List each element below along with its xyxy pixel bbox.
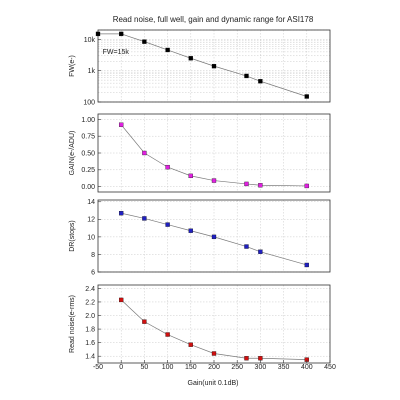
- data-point: [142, 216, 147, 221]
- data-point: [258, 79, 263, 84]
- y-tick-label: 2.4: [85, 286, 95, 293]
- data-point: [142, 150, 147, 156]
- data-point: [211, 63, 217, 69]
- annotation-label: FW=15k: [103, 49, 130, 56]
- data-point: [95, 31, 101, 37]
- series-line: [120, 124, 307, 187]
- series-line: [120, 299, 307, 360]
- data-point: [188, 173, 193, 179]
- panel-frame: [97, 29, 331, 103]
- data-point: [119, 211, 124, 216]
- y-tick-label: 1k: [88, 68, 96, 75]
- data-point: [142, 319, 147, 324]
- data-point: [304, 94, 309, 99]
- x-tick-label: 300: [255, 364, 267, 371]
- data-point: [119, 122, 124, 127]
- data-point: [244, 73, 249, 79]
- data-point: [119, 297, 124, 303]
- y-tick-label: 1.6: [85, 340, 95, 347]
- x-tick-label: 400: [301, 364, 313, 371]
- data-point: [211, 234, 217, 240]
- data-point: [165, 332, 170, 337]
- y-tick-label: 1.4: [85, 354, 95, 361]
- series-line: [121, 212, 307, 266]
- data-point: [165, 222, 170, 227]
- y-tick-label: 2.0: [85, 313, 95, 320]
- data-point: [244, 181, 249, 187]
- y-tick-label: 0.25: [81, 167, 95, 174]
- data-point: [188, 56, 193, 61]
- y-axis-label: Read noise(e-rms): [69, 295, 76, 353]
- y-tick-label: 2.2: [85, 299, 95, 306]
- data-point: [142, 39, 147, 44]
- y-axis-label: DR(stops): [69, 220, 76, 252]
- data-point: [258, 183, 263, 188]
- y-axis-label: FW(e-): [69, 55, 76, 77]
- data-point: [165, 164, 170, 170]
- x-axis-label: Gain(unit 0.1dB): [188, 380, 239, 387]
- panel-frame: [97, 113, 331, 193]
- x-tick-label: 350: [278, 364, 290, 371]
- data-point: [244, 356, 249, 361]
- y-axis-label: GAIN(e-/ADU): [69, 131, 76, 176]
- data-point: [188, 342, 193, 347]
- data-point: [211, 351, 217, 356]
- y-tick-label: 1.8: [85, 326, 95, 333]
- data-point: [304, 262, 309, 268]
- x-tick-label: 150: [185, 364, 197, 371]
- data-point: [188, 228, 193, 233]
- data-point: [119, 31, 124, 37]
- y-tick-label: 100: [83, 99, 95, 106]
- x-tick-label: 450: [324, 364, 336, 371]
- y-tick-label: 8: [91, 252, 95, 259]
- data-point: [258, 356, 263, 361]
- data-point: [165, 47, 170, 53]
- chart-title: Read noise, full well, gain and dynamic …: [113, 15, 314, 24]
- data-point: [258, 249, 263, 254]
- panel-frame: [97, 199, 331, 273]
- y-tick-label: 12: [87, 217, 95, 224]
- y-tick-label: 14: [87, 199, 95, 206]
- data-point: [244, 244, 249, 249]
- x-tick-label: 200: [208, 364, 220, 371]
- y-tick-label: 1.00: [81, 117, 95, 124]
- x-tick-label: 250: [231, 364, 243, 371]
- y-tick-label: 10: [87, 234, 95, 241]
- y-tick-label: 0.50: [81, 150, 95, 157]
- data-point: [211, 178, 217, 183]
- data-point: [304, 183, 309, 189]
- y-tick-label: 10k: [84, 37, 96, 44]
- y-tick-label: 0.00: [81, 184, 95, 191]
- y-tick-label: 0.75: [81, 134, 95, 141]
- x-tick-label: 0: [119, 364, 123, 371]
- x-tick-label: 100: [162, 364, 174, 371]
- y-tick-label: 6: [91, 269, 95, 276]
- x-tick-label: -50: [93, 364, 103, 371]
- x-tick-label: 50: [141, 364, 149, 371]
